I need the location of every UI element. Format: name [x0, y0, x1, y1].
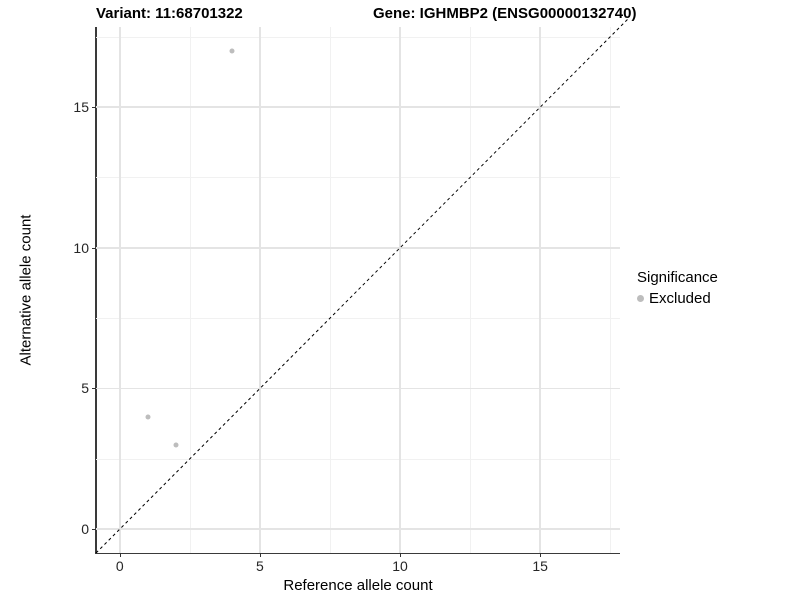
x-tick-mark [259, 553, 261, 557]
plot-title-gene: Gene: IGHMBP2 (ENSG00000132740) [373, 5, 637, 22]
x-tick-label: 0 [115, 558, 124, 574]
data-point [173, 442, 179, 448]
minor-gridline-vertical [470, 27, 472, 553]
plot-title-variant: Variant: 11:68701322 [96, 5, 243, 22]
excluded-point-swatch-icon [637, 295, 644, 302]
minor-gridline-horizontal [96, 318, 620, 320]
y-axis-title: Alternative allele count [17, 214, 35, 366]
minor-gridline-vertical [329, 27, 331, 553]
major-gridline-vertical [539, 27, 541, 553]
y-axis-tick-labels: 0 5 10 15 [46, 27, 89, 553]
y-tick-mark [92, 107, 96, 109]
major-gridline-horizontal [96, 387, 620, 390]
legend: Significance Excluded [637, 269, 718, 307]
identity-reference-line [95, 19, 628, 554]
major-gridline-horizontal [96, 106, 620, 108]
x-tick-mark [400, 553, 402, 557]
plot-panel [92, 19, 628, 557]
x-tick-mark [540, 553, 542, 557]
legend-item-label: Excluded [649, 290, 711, 307]
y-tick-mark [92, 529, 96, 531]
legend-title: Significance [637, 269, 718, 286]
x-tick-label: 5 [256, 558, 264, 574]
x-axis-line [95, 552, 620, 554]
minor-gridline-horizontal [96, 177, 620, 179]
y-tick-mark [92, 388, 96, 390]
y-tick-label: 15 [73, 99, 89, 116]
legend-item-excluded: Excluded [637, 290, 718, 307]
minor-gridline-vertical [189, 27, 191, 553]
x-tick-label: 10 [392, 558, 408, 574]
x-tick-mark [119, 553, 121, 557]
major-gridline-horizontal [96, 528, 620, 530]
data-point [229, 48, 235, 54]
data-point [145, 414, 151, 420]
x-axis-tick-labels: 0 5 10 15 [96, 558, 620, 576]
y-tick-label: 0 [81, 521, 89, 538]
y-tick-label: 5 [81, 380, 89, 397]
minor-gridline-horizontal [96, 458, 620, 460]
y-tick-label: 10 [73, 239, 89, 256]
major-gridline-vertical [399, 27, 401, 553]
major-gridline-vertical [119, 27, 121, 553]
x-axis-title: Reference allele count [283, 577, 433, 594]
y-axis-line [95, 27, 97, 553]
major-gridline-vertical [259, 27, 261, 553]
minor-gridline-vertical [610, 27, 612, 553]
x-tick-label: 15 [532, 558, 548, 574]
y-tick-mark [92, 247, 96, 249]
major-gridline-horizontal [96, 247, 620, 249]
minor-gridline-horizontal [96, 36, 620, 38]
